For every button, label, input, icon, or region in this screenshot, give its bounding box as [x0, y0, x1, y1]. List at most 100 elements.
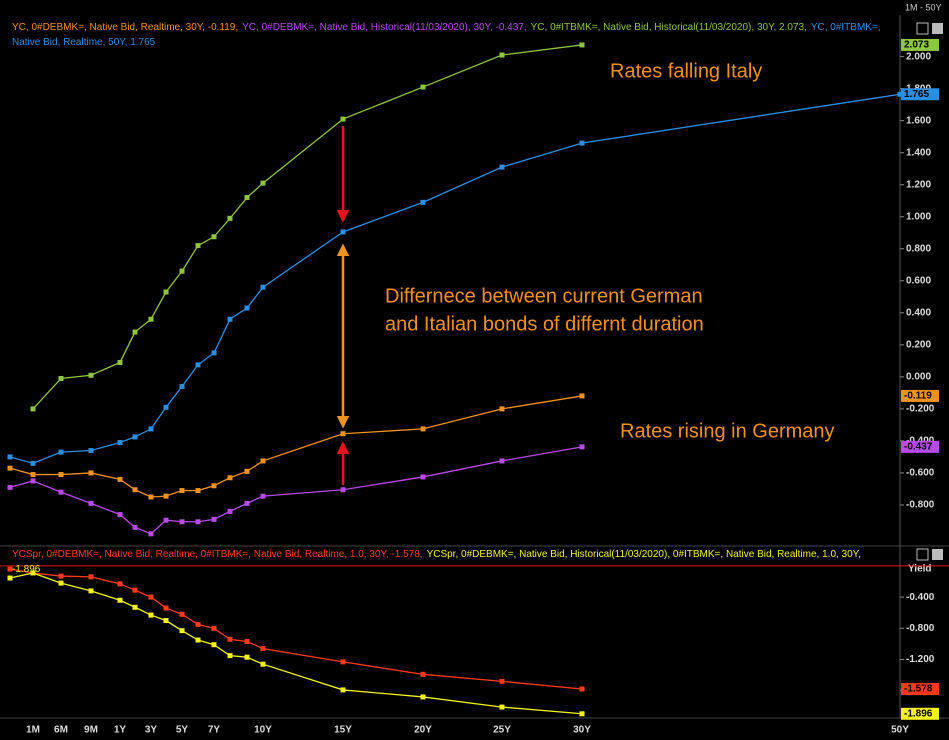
- close-button[interactable]: [932, 23, 943, 34]
- value-label: -0.437: [904, 441, 933, 452]
- marker: [163, 404, 169, 410]
- marker: [420, 426, 426, 432]
- marker: [260, 646, 266, 652]
- y-axis-label: Yield: [908, 564, 932, 575]
- marker: [499, 678, 505, 684]
- marker: [227, 215, 233, 221]
- marker: [7, 575, 13, 581]
- marker: [244, 468, 250, 474]
- marker: [117, 581, 123, 587]
- y-tick-label: 0.400: [906, 307, 931, 318]
- marker: [30, 460, 36, 466]
- marker: [58, 580, 64, 586]
- x-tick-label: 1M: [26, 725, 40, 736]
- x-tick-label: 5Y: [176, 725, 189, 736]
- marker: [579, 393, 585, 399]
- marker: [132, 587, 138, 593]
- annotation: Rates falling Italy: [610, 60, 762, 82]
- marker: [58, 573, 64, 579]
- marker: [195, 488, 201, 494]
- button[interactable]: [916, 22, 929, 35]
- marker: [88, 588, 94, 594]
- y-tick-label: -0.800: [906, 500, 935, 511]
- marker: [211, 483, 217, 489]
- marker: [88, 470, 94, 476]
- value-label: -0.119: [904, 391, 932, 402]
- marker: [499, 164, 505, 170]
- x-tick-label: 50Y: [891, 725, 909, 736]
- value-label-box: [901, 389, 939, 402]
- marker: [7, 566, 13, 572]
- marker: [163, 605, 169, 611]
- value-label-box: [901, 682, 939, 695]
- annotation: Differnece between current German: [385, 285, 703, 307]
- marker: [117, 597, 123, 603]
- x-tick-label: 7Y: [208, 725, 221, 736]
- y-tick-label: -0.200: [906, 404, 935, 415]
- marker: [163, 289, 169, 295]
- marker: [7, 454, 13, 460]
- marker: [499, 52, 505, 58]
- marker: [132, 329, 138, 335]
- series: [7, 393, 585, 500]
- marker: [211, 625, 217, 631]
- line: [9, 446, 583, 535]
- marker: [58, 489, 64, 495]
- marker: [7, 484, 13, 490]
- marker: [579, 711, 585, 717]
- y-tick-label: 0.600: [906, 275, 931, 286]
- panel-buttons[interactable]: [916, 22, 943, 561]
- marker: [195, 243, 201, 249]
- marker: [30, 478, 36, 484]
- marker: [227, 475, 233, 481]
- marker: [179, 628, 185, 634]
- x-tick-label: 1Y: [114, 725, 127, 736]
- marker: [195, 637, 201, 643]
- marker: [211, 516, 217, 522]
- marker: [420, 84, 426, 90]
- marker: [148, 494, 154, 500]
- marker: [499, 406, 505, 412]
- marker: [420, 694, 426, 700]
- y-tick-label: 0.200: [906, 339, 931, 350]
- marker: [58, 472, 64, 478]
- y-tick-label: 1.600: [906, 115, 931, 126]
- y-tick-label: -0.800: [906, 623, 935, 634]
- x-tick-label: 25Y: [493, 725, 511, 736]
- marker: [420, 671, 426, 677]
- marker: [179, 268, 185, 274]
- marker: [195, 362, 201, 368]
- marker: [897, 91, 903, 97]
- x-tick-label: 9M: [84, 725, 98, 736]
- line: [9, 572, 583, 715]
- marker: [340, 116, 346, 122]
- marker: [244, 305, 250, 311]
- value-label: -1.896: [904, 708, 933, 719]
- value-label: -1.578: [904, 684, 933, 695]
- y-tick-label: 1.400: [906, 147, 931, 158]
- series: [7, 91, 903, 466]
- y-tick-label: 0.800: [906, 243, 931, 254]
- y-tick-label: -1.200: [906, 654, 935, 665]
- marker: [260, 284, 266, 290]
- marker: [148, 594, 154, 600]
- series: [30, 42, 585, 412]
- marker: [244, 654, 250, 660]
- legend-entry: YC, 0#ITBMK=, Native Bid, Realtime, 50Y,…: [12, 22, 881, 48]
- value-label: 1.765: [904, 89, 929, 100]
- button[interactable]: [916, 548, 929, 561]
- marker: [30, 570, 36, 576]
- marker: [499, 704, 505, 710]
- marker: [163, 517, 169, 523]
- range-label: 1M - 50Y: [905, 2, 942, 12]
- y-tick-label: -0.600: [906, 468, 935, 479]
- marker: [340, 659, 346, 665]
- marker: [179, 383, 185, 389]
- marker: [58, 375, 64, 381]
- close-button[interactable]: [932, 549, 943, 560]
- marker: [211, 350, 217, 356]
- marker: [195, 519, 201, 525]
- marker: [117, 440, 123, 446]
- marker: [148, 316, 154, 322]
